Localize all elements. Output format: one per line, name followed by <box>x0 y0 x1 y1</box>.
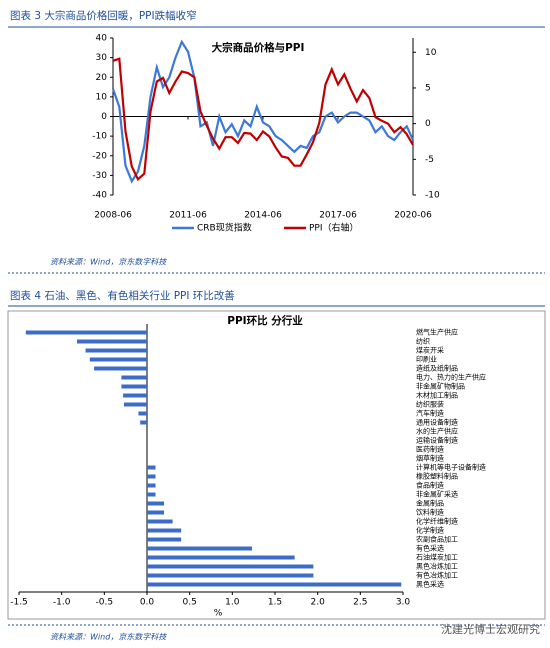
category-label: 非金属矿采选 <box>416 490 458 499</box>
category-label: 化学纤维制造 <box>416 517 458 526</box>
bar <box>138 411 147 416</box>
y-tick-label: 40 <box>96 34 108 44</box>
category-label: 农副食品加工 <box>416 535 458 544</box>
bar <box>147 546 252 551</box>
x-tick-label: 1.0 <box>225 598 240 608</box>
x-tick-label: 1.5 <box>268 598 282 608</box>
legend-label: CRB现货指数 <box>197 222 252 234</box>
y-tick-label: 20 <box>96 73 108 83</box>
y-tick-label: -30 <box>92 171 107 181</box>
x-tick-label: 0.5 <box>183 598 197 608</box>
category-label: 木材加工制品 <box>416 391 458 400</box>
category-label: 金属制品 <box>416 499 444 508</box>
y-tick-label: -20 <box>92 151 107 161</box>
category-label: 石油煤炭加工 <box>416 553 458 562</box>
bar <box>94 366 147 371</box>
source: 资料来源：Wind，京东数字科技 <box>50 633 167 642</box>
legend-label: PPI（右轴） <box>309 222 359 234</box>
x-tick-label: 2008-06 <box>94 211 132 221</box>
x-tick-label: 3.0 <box>396 598 411 608</box>
x-tick-label: -1.0 <box>53 598 71 608</box>
x-tick-label: 2014-06 <box>244 211 282 221</box>
y2-tick-label: 5 <box>425 83 431 93</box>
bar <box>147 519 173 524</box>
category-label: 化学制造 <box>416 526 444 535</box>
x-tick-label: -0.5 <box>96 598 114 608</box>
bar <box>147 573 314 578</box>
y-tick-label: 30 <box>96 53 108 63</box>
category-label: 橡胶塑料制品 <box>416 472 458 481</box>
category-label: 纺织服装 <box>416 400 444 409</box>
category-label: 有色采选 <box>416 544 444 553</box>
bar <box>147 564 314 569</box>
y-tick-label: 10 <box>96 92 108 102</box>
caption: 图表 4 石油、黑色、有色相关行业 PPI 环比改善 <box>10 289 235 302</box>
bar <box>89 357 147 362</box>
bar <box>147 537 182 542</box>
category-label: 印刷业 <box>416 355 437 364</box>
watermark: 沈建光博士宏观研究 <box>441 622 540 636</box>
y2-tick-label: 10 <box>425 48 437 58</box>
bar <box>77 339 147 344</box>
chart-frame <box>7 310 546 620</box>
y-tick-label: -10 <box>92 132 107 142</box>
bar <box>147 483 156 488</box>
category-label: 饮料制造 <box>416 508 444 517</box>
category-label: 造纸及纸制品 <box>416 364 458 373</box>
y2-tick-label: 0 <box>425 119 431 129</box>
bar <box>147 465 156 470</box>
category-label: 燃气生产供应 <box>416 328 458 337</box>
category-label: 通用设备制造 <box>416 418 458 427</box>
bar <box>147 474 156 479</box>
chart-title: 大宗商品价格与PPI <box>212 41 305 54</box>
bar <box>123 402 147 407</box>
source: 资料来源：Wind，京东数字科技 <box>50 258 167 267</box>
x-tick-label: 2.0 <box>311 598 326 608</box>
y2-tick-label: -10 <box>425 191 440 201</box>
y-tick-label: 0 <box>101 112 107 122</box>
category-label: 煤炭开采 <box>416 346 444 355</box>
bar <box>123 393 147 398</box>
category-label: 计算机等电子设备制造 <box>416 463 486 472</box>
category-label: 烟草制造 <box>416 454 444 463</box>
category-label: 运输设备制造 <box>416 436 458 445</box>
category-label: 非金属矿物制品 <box>416 382 465 391</box>
bar <box>121 384 147 389</box>
category-label: 电力、热力的生产供应 <box>416 373 486 382</box>
x-tick-label: 2.5 <box>353 598 367 608</box>
x-tick-label: -1.5 <box>10 598 28 608</box>
bar <box>140 420 147 425</box>
category-label: 水的生产供应 <box>416 427 458 436</box>
bar <box>147 582 402 587</box>
series-line <box>111 39 415 184</box>
category-label: 纺织 <box>416 337 430 346</box>
x-tick-label: 2017-06 <box>319 211 357 221</box>
bar <box>147 555 295 560</box>
x-tick-label: 0.0 <box>140 598 155 608</box>
category-label: 汽车制造 <box>416 409 444 418</box>
bar <box>25 330 147 335</box>
bar <box>147 510 165 515</box>
y-tick-label: -40 <box>92 191 107 201</box>
bar <box>85 348 147 353</box>
y2-tick-label: -5 <box>425 155 434 165</box>
bar <box>147 492 156 497</box>
category-label: 有色冶炼加工 <box>416 571 458 580</box>
bar <box>147 501 165 506</box>
bar <box>121 375 147 380</box>
category-label: 黑色采选 <box>416 580 444 589</box>
category-label: 食品制造 <box>416 481 444 490</box>
x-tick-label: 2011-06 <box>169 211 207 221</box>
x-axis-label: % <box>214 609 223 619</box>
chart-title: PPI环比 分行业 <box>227 314 303 327</box>
caption: 图表 3 大宗商品价格回暖，PPI跌幅收窄 <box>10 9 197 22</box>
x-tick-label: 2020-06 <box>394 211 432 221</box>
category-label: 黑色冶炼加工 <box>416 562 458 571</box>
bar <box>147 528 182 533</box>
series-line <box>112 57 414 182</box>
category-label: 医药制造 <box>416 445 444 454</box>
